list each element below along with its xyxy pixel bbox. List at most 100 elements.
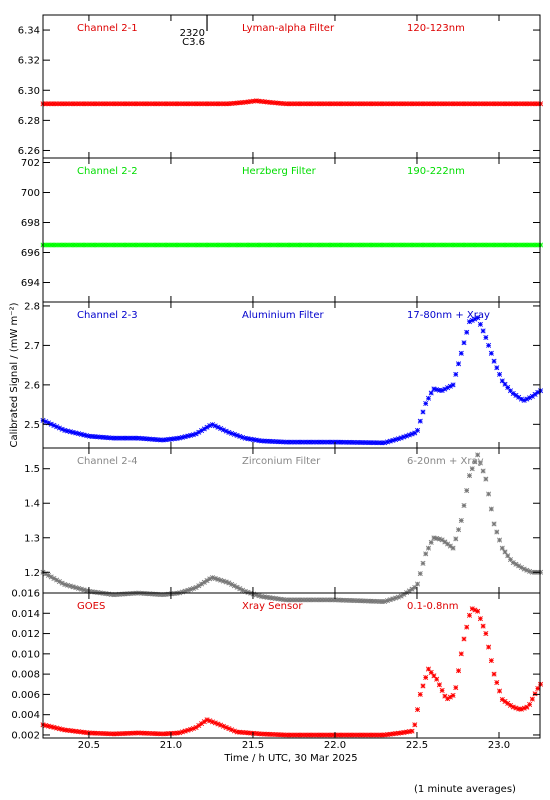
data-point-p2 [447,242,453,248]
data-point-p5 [436,682,442,688]
y-tick-label: 0.006 [11,690,40,701]
data-point-p3 [248,436,254,442]
data-point-p1 [182,101,188,107]
data-point-p3 [335,439,341,445]
data-point-p2 [84,242,90,248]
data-point-p2 [469,242,475,248]
data-point-p5 [147,730,153,736]
data-point-p1 [491,101,497,107]
data-point-p2 [45,242,51,248]
data-point-p1 [245,99,251,105]
data-point-p3 [300,439,306,445]
data-point-p1 [324,101,330,107]
data-point-p2 [456,242,462,248]
data-point-p1 [141,101,147,107]
data-point-p3 [240,434,246,440]
data-point-p4 [62,582,68,588]
data-point-p5 [442,693,448,699]
data-point-p1 [70,101,76,107]
y-tick-label: 2.7 [24,341,40,352]
data-point-p2 [212,242,218,248]
data-point-p3 [502,381,508,387]
data-point-p1 [62,101,68,107]
data-point-p5 [253,731,259,737]
data-point-p2 [332,242,339,248]
data-point-p3 [289,439,295,445]
data-point-p1 [516,101,522,107]
data-point-p4 [294,597,300,603]
data-point-p5 [256,731,262,737]
data-point-p3 [439,387,445,394]
data-point-p1 [349,101,355,107]
data-point-p5 [152,731,158,737]
data-point-p3 [177,435,183,441]
data-point-p3 [404,433,410,439]
data-point-p4 [155,591,161,597]
data-point-p2 [253,242,259,248]
data-point-p4 [253,592,259,598]
data-point-p5 [477,616,483,622]
data-point-p3 [95,434,101,440]
data-point-p4 [264,594,270,600]
data-point-p4 [398,593,404,599]
data-point-p3 [56,425,62,431]
data-point-p1 [480,101,486,107]
data-point-p5 [379,732,385,738]
data-point-p1 [371,101,377,107]
data-point-p4 [212,575,218,582]
data-point-p5 [349,732,355,738]
data-point-p5 [404,729,410,735]
data-point-p1 [483,101,489,107]
data-point-p5 [141,730,147,736]
data-point-p3 [398,435,404,441]
data-point-p2 [231,242,237,248]
data-point-p5 [97,730,103,736]
data-point-p4 [393,595,399,601]
data-point-p4 [324,597,330,603]
data-point-p2 [466,242,472,248]
y-tick-label: 2.8 [24,301,40,312]
x-tick-label: 22.0 [324,740,346,751]
data-point-p1 [393,101,399,107]
data-point-p4 [483,476,489,482]
data-point-p5 [420,683,426,689]
data-point-p5 [382,732,388,738]
data-point-p2 [297,242,303,248]
data-point-p5 [324,732,330,738]
data-point-p1 [453,101,459,107]
data-point-p2 [144,242,150,248]
data-point-p4 [70,584,76,590]
data-point-p2 [141,242,147,248]
data-point-p4 [365,598,371,604]
data-point-p5 [196,723,202,729]
data-point-p1 [270,100,276,106]
data-point-p5 [242,730,248,736]
data-point-p1 [409,101,415,107]
data-point-p1 [281,101,287,107]
data-point-p2 [450,242,456,248]
data-point-p1 [472,101,478,107]
data-point-p1 [458,101,464,107]
data-point-p4 [149,591,155,597]
data-point-p5 [272,732,278,738]
x-axis-label: Time / h UTC, 30 Mar 2025 [223,753,357,764]
data-point-p2 [439,242,445,248]
data-point-p2 [70,242,76,248]
data-point-p2 [300,242,306,248]
data-point-p5 [450,692,456,698]
data-point-p5 [209,719,216,725]
data-point-p1 [316,101,322,107]
panel-frame-4 [42,447,541,594]
data-point-p3 [316,439,322,445]
data-point-p4 [327,597,333,603]
data-point-p2 [472,242,478,248]
data-point-p4 [45,572,51,578]
y-tick-label: 0.016 [11,589,40,600]
data-point-p1 [201,101,207,107]
data-point-p1 [174,101,180,107]
data-point-p5 [332,732,339,738]
data-point-p2 [65,242,71,248]
y-tick-label: 696 [21,248,40,259]
data-point-p4 [267,595,273,601]
data-point-p2 [147,242,153,248]
